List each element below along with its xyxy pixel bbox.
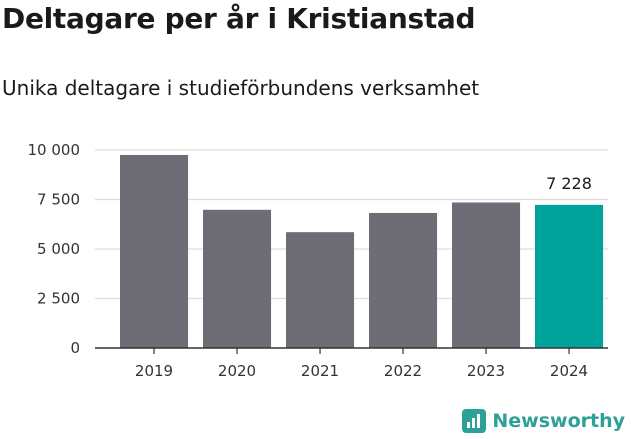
x-tick-label: 2023 xyxy=(467,362,505,380)
y-tick-label: 0 xyxy=(70,339,80,357)
y-tick-label: 2 500 xyxy=(37,290,80,308)
x-tick-label: 2024 xyxy=(550,362,588,380)
axes xyxy=(95,347,608,354)
y-tick-label: 7 500 xyxy=(37,191,80,209)
chart-title: Deltagare per år i Kristianstad xyxy=(2,2,476,35)
x-tick-label: 2019 xyxy=(135,362,173,380)
bar-2024 xyxy=(535,204,604,348)
bar-2020 xyxy=(203,209,272,348)
chart-subtitle: Unika deltagare i studieförbundens verks… xyxy=(2,76,480,100)
y-tick-label: 5 000 xyxy=(37,240,80,258)
y-tick-label: 10 000 xyxy=(28,141,81,159)
bar-2022 xyxy=(369,212,438,348)
x-tick-label: 2021 xyxy=(301,362,339,380)
x-tick-label: 2020 xyxy=(218,362,256,380)
bar-2023 xyxy=(452,202,521,348)
newsworthy-logo: Newsworthy xyxy=(462,409,625,433)
bar-chart-logo-icon xyxy=(462,409,487,433)
x-tick-label: 2022 xyxy=(384,362,422,380)
bar-chart: 0 2 500 5 000 7 500 10 000 2019 2020 2021 2022 20… xyxy=(28,141,608,380)
bars xyxy=(120,154,604,348)
bar-2021 xyxy=(286,232,355,348)
data-label-2024: 7 228 xyxy=(546,174,592,193)
labels: 0 2 500 5 000 7 500 10 000 2019 2020 2021 2022 20… xyxy=(28,141,592,380)
bar-2019 xyxy=(120,154,189,348)
brand-name: Newsworthy xyxy=(492,410,625,432)
